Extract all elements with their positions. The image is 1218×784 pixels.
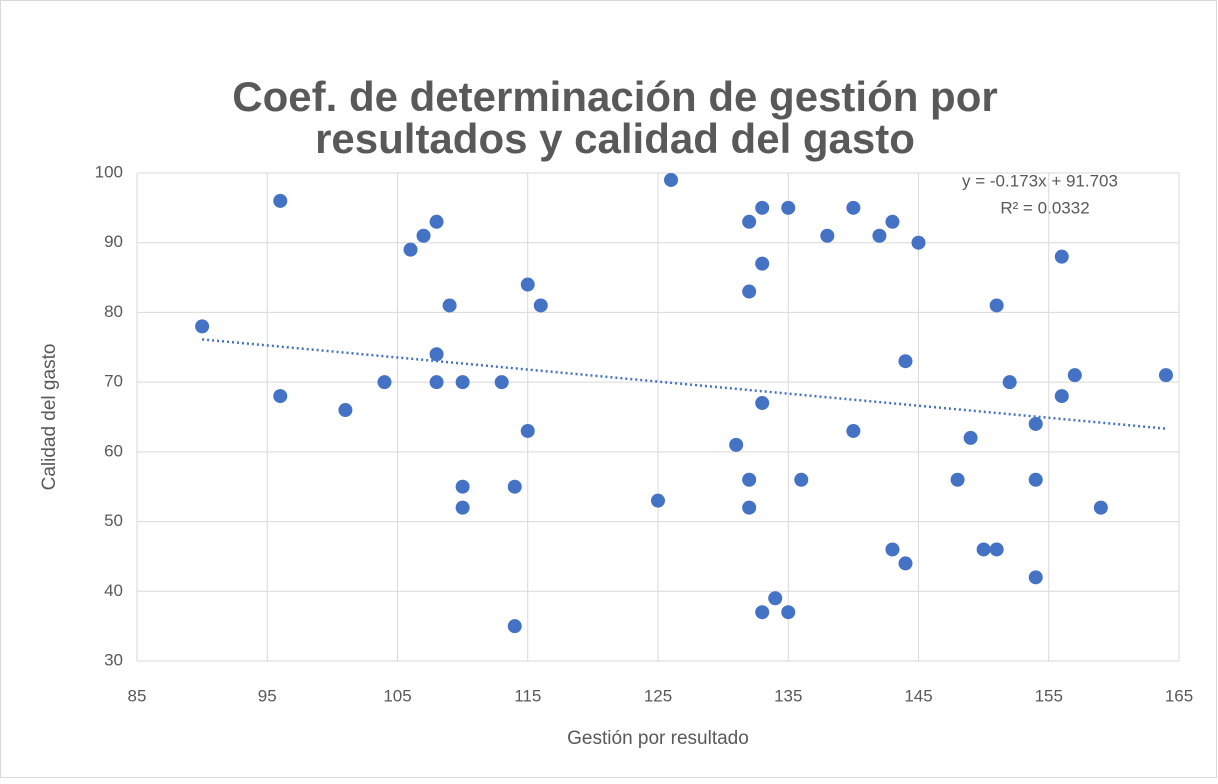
y-axis-label: Calidad del gasto [39, 344, 60, 491]
y-tick-label: 40 [104, 581, 123, 600]
point [898, 354, 913, 369]
point [794, 472, 809, 487]
point [742, 284, 757, 299]
point [1028, 570, 1043, 585]
point [377, 375, 392, 390]
point [898, 556, 913, 571]
x-tick-label: 155 [1035, 686, 1063, 705]
y-tick-label: 100 [95, 162, 123, 181]
point [507, 619, 522, 634]
point [742, 472, 757, 487]
point [403, 242, 418, 257]
x-tick-label: 105 [383, 686, 411, 705]
point [338, 403, 353, 418]
point [1067, 368, 1082, 383]
point [273, 193, 288, 208]
point [1028, 472, 1043, 487]
point [494, 375, 509, 390]
point [742, 214, 757, 229]
x-tick-label: 165 [1165, 686, 1193, 705]
point [950, 472, 965, 487]
point [755, 605, 770, 620]
x-tick-label: 95 [258, 686, 277, 705]
point [520, 423, 535, 438]
point [533, 298, 548, 313]
point [846, 423, 861, 438]
point [1054, 389, 1069, 404]
point [885, 542, 900, 557]
point [520, 277, 535, 292]
point [273, 389, 288, 404]
chart-title: Coef. de determinación de gestión por [232, 73, 997, 120]
point [911, 235, 926, 250]
point [755, 200, 770, 215]
y-tick-label: 60 [104, 441, 123, 460]
y-tick-label: 50 [104, 511, 123, 530]
y-tick-label: 90 [104, 232, 123, 251]
point [989, 298, 1004, 313]
x-tick-label: 85 [128, 686, 147, 705]
x-tick-label: 135 [774, 686, 802, 705]
point [755, 396, 770, 411]
point [976, 542, 991, 557]
point [442, 298, 457, 313]
chart-title: resultados y calidad del gasto [315, 115, 915, 162]
point [846, 200, 861, 215]
x-tick-label: 145 [904, 686, 932, 705]
x-tick-label: 125 [644, 686, 672, 705]
point [781, 605, 796, 620]
point [1054, 249, 1069, 264]
point [872, 228, 887, 243]
point [1158, 368, 1173, 383]
point [1093, 500, 1108, 515]
trendline-r2: R² = 0.0332 [1000, 198, 1089, 217]
point [781, 200, 796, 215]
point [885, 214, 900, 229]
x-tick-label: 115 [514, 686, 541, 705]
point [729, 437, 744, 452]
point [742, 500, 757, 515]
point [768, 591, 783, 606]
point [651, 493, 665, 508]
point [820, 228, 835, 243]
point [429, 347, 444, 362]
y-tick-label: 80 [104, 302, 123, 321]
point [963, 430, 978, 445]
point [429, 375, 444, 390]
point [1028, 416, 1043, 431]
point [755, 256, 770, 271]
x-axis-label: Gestión por resultado [567, 728, 749, 749]
point [507, 479, 522, 494]
point [455, 375, 470, 390]
trendline [202, 338, 1167, 430]
point [455, 479, 470, 494]
y-tick-label: 30 [104, 650, 123, 669]
point [1002, 375, 1017, 390]
point [455, 500, 470, 515]
point [664, 172, 679, 187]
trendline-equation: y = -0.173x + 91.703 [962, 171, 1118, 190]
point [195, 319, 210, 334]
y-tick-label: 70 [104, 372, 123, 391]
point [416, 228, 431, 243]
point [989, 542, 1004, 557]
point [429, 214, 444, 229]
